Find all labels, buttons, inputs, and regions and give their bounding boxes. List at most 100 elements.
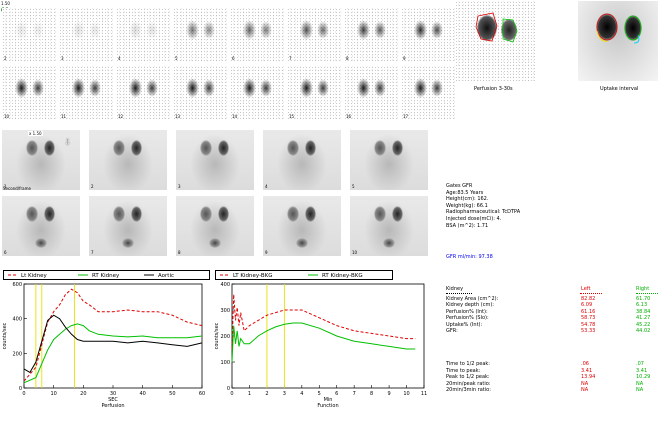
y-tick-label: 400 bbox=[12, 317, 22, 323]
x-axis-label: Min bbox=[324, 397, 333, 403]
dynamic-frame[interactable]: 6 bbox=[2, 196, 80, 256]
x-tick-label: 7 bbox=[353, 391, 356, 397]
result-right: 3.41 bbox=[636, 367, 648, 374]
y-axis-label: counts/sec bbox=[2, 322, 8, 349]
x-tick-label: 20 bbox=[80, 391, 86, 397]
injected-dose: Injected dose(mCi): 4. bbox=[446, 215, 502, 222]
x-axis-sublabel: Perfusion bbox=[101, 403, 124, 409]
perfusion-frame[interactable]: 4 bbox=[116, 8, 170, 62]
dynamic-frame[interactable]: 9 bbox=[263, 196, 341, 256]
x-tick-label: 0 bbox=[230, 391, 233, 397]
frame-number: 7 bbox=[91, 250, 94, 255]
dynamic-frame[interactable]: 8 bbox=[176, 196, 254, 256]
x-tick-label: 11 bbox=[421, 391, 427, 397]
perfusion-frame[interactable]: 15 bbox=[287, 66, 341, 120]
result-left: 13.94 bbox=[581, 374, 596, 381]
perfusion-frame[interactable]: 11 bbox=[59, 66, 113, 120]
dynamic-scale-label: x 1.50 bbox=[28, 131, 43, 136]
y-axis-label: counts/sec bbox=[214, 322, 220, 349]
result-right: 38.84 bbox=[636, 308, 651, 315]
perfusion-chart[interactable]: 0 200 400 600 0 10 20 30 40 50 60 counts/sec SECPerf… bbox=[0, 280, 212, 420]
x-tick-label: 10 bbox=[403, 391, 409, 397]
result-left: .06 bbox=[581, 361, 589, 368]
x-tick-label: 3 bbox=[283, 391, 286, 397]
gfr-total: GFR ml/min: 97.38 bbox=[446, 254, 493, 260]
perfusion-frame[interactable]: 16 bbox=[344, 66, 398, 120]
perfusion-frame[interactable]: 7 bbox=[287, 8, 341, 62]
series-line-0 bbox=[231, 294, 416, 350]
perfusion-frame[interactable]: 12 bbox=[116, 66, 170, 120]
radiopharmaceutical: Radiopharmaceutical: TcDTPA bbox=[446, 209, 521, 216]
scale-label: 1.50 bbox=[1, 1, 10, 6]
x-tick-label: 9 bbox=[387, 391, 390, 397]
result-row: Kidney depth (cm): 6.09 6.13 bbox=[446, 302, 661, 308]
y-tick-label: 0 bbox=[19, 386, 22, 392]
result-row: 20min/3min ratio: NA NA bbox=[446, 387, 661, 393]
perfusion-frame[interactable]: 13 bbox=[173, 66, 227, 120]
x-tick-label: 50 bbox=[169, 391, 175, 397]
perfusion-frame[interactable]: 6 bbox=[230, 8, 284, 62]
perfusion-frame[interactable]: 14 bbox=[230, 66, 284, 120]
perfusion-frame[interactable]: 5 bbox=[173, 8, 227, 62]
y-tick-label: 200 bbox=[220, 334, 230, 340]
uptake-summary-image[interactable] bbox=[578, 1, 658, 81]
frame-number: 6 bbox=[4, 250, 7, 255]
perfusion-summary-image[interactable] bbox=[455, 1, 535, 81]
dynamic-frame[interactable]: 1 bbox=[2, 130, 80, 190]
frame-number: 9 bbox=[265, 250, 268, 255]
dynamic-frame[interactable]: 4 bbox=[263, 130, 341, 190]
y-tick-label: 0 bbox=[227, 386, 230, 392]
x-tick-label: 1 bbox=[248, 391, 251, 397]
frame-number: 17 bbox=[403, 114, 409, 119]
frame-number: 11 bbox=[61, 114, 67, 119]
result-label: Perfusion% (Slo): bbox=[446, 315, 489, 322]
legend-right-kidney: RT Kidney bbox=[92, 273, 120, 279]
frame-number: 6 bbox=[232, 56, 235, 61]
report-title: Gates GFR bbox=[446, 183, 473, 189]
result-label: 20min/3min ratio: bbox=[446, 386, 491, 393]
frame-number: 15 bbox=[289, 114, 295, 119]
dynamic-frame[interactable]: 10 bbox=[350, 196, 428, 256]
result-row: Peak to 1/2 peak: 13.94 10.29 bbox=[446, 374, 661, 380]
result-label: Kidney depth (cm): bbox=[446, 302, 494, 309]
marker-arrow-icon: ⇩ bbox=[64, 138, 72, 148]
perfusion-frame[interactable]: 17 bbox=[401, 66, 455, 120]
perfusion-frame[interactable]: 3 bbox=[59, 8, 113, 62]
frame-number: 7 bbox=[289, 56, 292, 61]
frame-number: 3 bbox=[61, 56, 64, 61]
frame-number: 4 bbox=[118, 56, 121, 61]
perfusion-frame[interactable]: 10 bbox=[2, 66, 56, 120]
frame-number: 16 bbox=[346, 114, 352, 119]
x-axis-sublabel: Function bbox=[317, 403, 338, 409]
result-row: Perfusion% (Slo): 58.73 41.27 bbox=[446, 315, 661, 321]
perfusion-frame[interactable]: 9 bbox=[401, 8, 455, 62]
dynamic-frame[interactable]: 3 bbox=[176, 130, 254, 190]
perfusion-frame[interactable]: 8 bbox=[344, 8, 398, 62]
y-tick-label: 100 bbox=[220, 360, 230, 366]
frame-number: 10 bbox=[352, 250, 358, 255]
patient-weight: Weight(kg): 66.1 bbox=[446, 202, 488, 209]
perfusion-frame[interactable]: 2 bbox=[2, 8, 56, 62]
frame-number: 2 bbox=[91, 184, 94, 189]
x-tick-label: 40 bbox=[139, 391, 145, 397]
result-label: Uptake% (Int): bbox=[446, 321, 483, 328]
result-right: 10.29 bbox=[636, 374, 651, 381]
dynamic-frame[interactable]: 2 bbox=[89, 130, 167, 190]
legend-rt-kidney-bkg: RT Kidney-BKG bbox=[322, 273, 363, 279]
result-left: 6.09 bbox=[581, 302, 593, 309]
frame-number: 12 bbox=[118, 114, 124, 119]
result-row: Time to peak: 3.41 3.41 bbox=[446, 368, 661, 374]
results-table: Kidney Left Right Kidney Area (cm^2): 82.… bbox=[446, 286, 661, 393]
dynamic-frame[interactable]: 7 bbox=[89, 196, 167, 256]
frame-number: 1 bbox=[4, 184, 7, 189]
result-label: 20min/peak ratio: bbox=[446, 380, 491, 387]
result-right: .07 bbox=[636, 361, 644, 368]
dynamic-frame[interactable]: 5 bbox=[350, 130, 428, 190]
result-left: 54.78 bbox=[581, 321, 596, 328]
patient-info: Gates GFR Age:83.5 Years Height(cm): 162… bbox=[446, 183, 520, 229]
function-chart[interactable]: 0 100 200 300 400 0 1 2 3 4 5 6 7 8 9 10 11 counts/sec Min… bbox=[212, 280, 432, 420]
x-tick-label: 4 bbox=[300, 391, 303, 397]
left-background-roi bbox=[596, 30, 609, 42]
result-row: Perfusion% (Int): 61.16 38.84 bbox=[446, 309, 661, 315]
result-right: 6.13 bbox=[636, 302, 648, 309]
